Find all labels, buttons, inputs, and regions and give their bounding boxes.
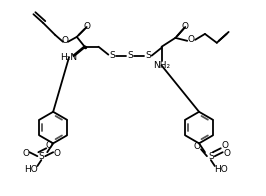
Text: HO: HO [214, 165, 228, 174]
Text: O: O [53, 149, 61, 158]
Text: O: O [22, 149, 29, 158]
Text: NH₂: NH₂ [153, 61, 170, 70]
Text: O: O [194, 142, 201, 151]
Text: S: S [145, 51, 151, 60]
Text: S: S [127, 51, 133, 60]
Text: HO: HO [24, 165, 38, 174]
Text: O: O [188, 35, 195, 44]
Text: H₂N: H₂N [60, 53, 77, 62]
Text: O: O [46, 141, 53, 150]
Text: S: S [109, 51, 115, 60]
Text: O: O [223, 149, 230, 158]
Text: O: O [182, 22, 189, 31]
Text: O: O [83, 22, 90, 31]
Text: O: O [61, 36, 68, 45]
Text: S: S [39, 152, 44, 161]
Text: S: S [208, 152, 214, 161]
Text: O: O [221, 141, 228, 150]
